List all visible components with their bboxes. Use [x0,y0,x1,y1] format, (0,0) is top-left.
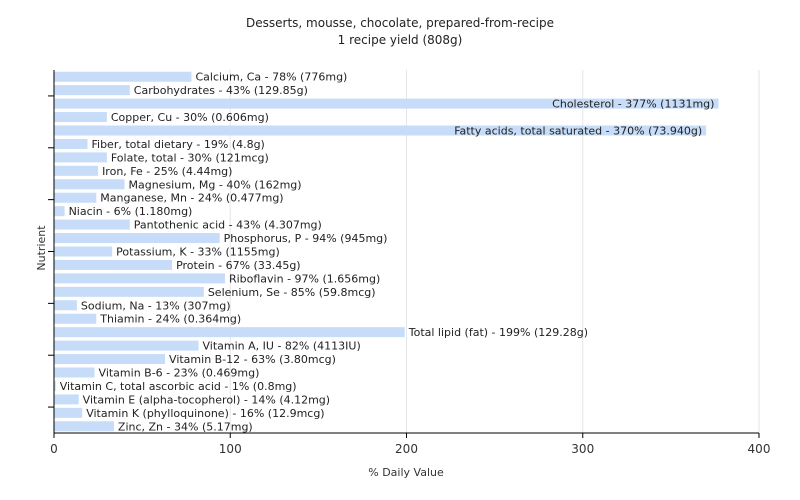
bar [54,246,113,257]
bar [54,340,199,351]
bar-label: Manganese, Mn - 24% (0.477mg) [100,192,283,205]
chart-title: Desserts, mousse, chocolate, prepared-fr… [246,16,554,30]
bar [54,300,77,311]
bar-label: Selenium, Se - 85% (59.8mcg) [208,286,376,299]
bar [54,313,97,324]
bar-label: Cholesterol - 377% (1131mg) [552,98,714,111]
bar-label: Vitamin A, IU - 82% (4113IU) [203,340,361,353]
bar-label: Carbohydrates - 43% (129.85g) [134,84,308,97]
bar-label: Copper, Cu - 30% (0.606mg) [111,111,269,124]
x-tick-label: 200 [395,442,418,456]
bar-label: Vitamin B-12 - 63% (3.80mcg) [169,353,336,366]
bar [54,367,95,378]
bars: Calcium, Ca - 78% (776mg)Carbohydrates -… [54,71,719,433]
bar-label: Thiamin - 24% (0.364mg) [99,313,241,326]
bar-label: Vitamin E (alpha-tocopherol) - 14% (4.12… [83,393,330,406]
bar [54,71,192,82]
bar-label: Zinc, Zn - 34% (5.17mg) [118,420,253,433]
bar [54,421,114,432]
bar-label: Phosphorus, P - 94% (945mg) [224,232,388,245]
chart-subtitle: 1 recipe yield (808g) [338,33,463,47]
bar-label: Vitamin K (phylloquinone) - 16% (12.9mcg… [86,407,324,420]
x-tick-label: 100 [219,442,242,456]
bar-label: Pantothenic acid - 43% (4.307mg) [134,219,322,232]
bar-label: Folate, total - 30% (121mcg) [111,151,269,164]
y-axis-label: Nutrient [35,225,48,271]
bar [54,125,707,136]
bar [54,394,79,405]
bar [54,112,107,123]
bar [54,327,405,338]
bar [54,152,107,163]
bar [54,219,130,230]
bar [54,273,225,284]
bar [54,179,125,190]
bar [54,206,65,217]
bar-label: Vitamin C, total ascorbic acid - 1% (0.8… [60,380,297,393]
bar-label: Sodium, Na - 13% (307mg) [81,299,231,312]
bar-label: Total lipid (fat) - 199% (129.28g) [408,326,588,339]
bar-label: Fiber, total dietary - 19% (4.8g) [91,138,264,151]
bar [54,98,719,109]
x-tick-label: 400 [748,442,771,456]
bar [54,85,130,96]
bar [54,233,220,244]
bar-label: Calcium, Ca - 78% (776mg) [195,71,347,84]
bar [54,286,204,297]
bar-label: Iron, Fe - 25% (4.44mg) [102,165,232,178]
bar-label: Niacin - 6% (1.180mg) [69,205,193,218]
bar [54,192,97,203]
bar-label: Vitamin B-6 - 23% (0.469mg) [99,367,260,380]
bar [54,259,173,270]
bar-label: Protein - 67% (33.45g) [176,259,301,272]
x-axis-label: % Daily Value [368,466,444,479]
bar [54,165,99,176]
bar [54,407,83,418]
bar-label: Riboflavin - 97% (1.656mg) [229,272,380,285]
bar-label: Magnesium, Mg - 40% (162mg) [129,178,302,191]
bar [54,138,88,149]
bar [54,380,56,391]
axes: 0 100 200 300 400 [48,70,770,456]
x-tick-label: 300 [571,442,594,456]
bar-label: Potassium, K - 33% (1155mg) [116,246,280,259]
x-tick-label: 0 [50,442,58,456]
bar [54,354,166,365]
bar-label: Fatty acids, total saturated - 370% (73.… [454,125,702,138]
